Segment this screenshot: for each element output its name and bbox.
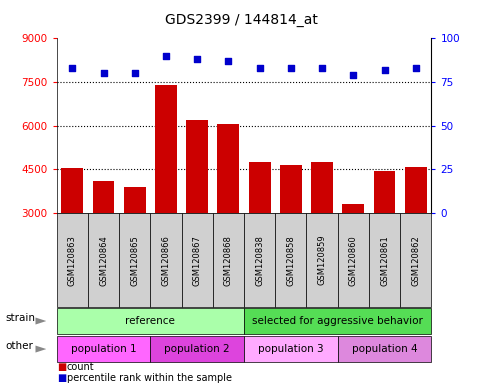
Bar <box>342 204 364 301</box>
Point <box>100 70 107 76</box>
Point <box>224 58 232 64</box>
Point <box>131 70 139 76</box>
Text: ■: ■ <box>57 373 66 383</box>
Point <box>350 72 357 78</box>
Bar <box>405 167 427 301</box>
Text: GSM120858: GSM120858 <box>286 235 295 286</box>
Bar <box>249 162 271 301</box>
Bar <box>311 162 333 301</box>
Text: percentile rank within the sample: percentile rank within the sample <box>67 373 232 383</box>
Text: selected for aggressive behavior: selected for aggressive behavior <box>252 316 423 326</box>
Text: GDS2399 / 144814_at: GDS2399 / 144814_at <box>165 13 318 27</box>
Point <box>256 65 264 71</box>
Point <box>287 65 295 71</box>
Text: GSM120868: GSM120868 <box>224 235 233 286</box>
Text: ■: ■ <box>57 362 66 372</box>
Text: population 4: population 4 <box>352 344 418 354</box>
Text: population 2: population 2 <box>164 344 230 354</box>
Text: GSM120863: GSM120863 <box>68 235 77 286</box>
Bar <box>155 85 177 301</box>
Polygon shape <box>35 318 46 324</box>
Text: GSM120838: GSM120838 <box>255 235 264 286</box>
Text: strain: strain <box>5 313 35 323</box>
Text: GSM120860: GSM120860 <box>349 235 358 286</box>
Bar <box>186 120 208 301</box>
Text: count: count <box>67 362 94 372</box>
Text: GSM120866: GSM120866 <box>162 235 171 286</box>
Bar <box>374 171 395 301</box>
Text: population 3: population 3 <box>258 344 324 354</box>
Bar <box>124 187 145 301</box>
Point <box>412 65 420 71</box>
Point <box>381 67 388 73</box>
Point <box>318 65 326 71</box>
Polygon shape <box>35 346 46 353</box>
Text: GSM120861: GSM120861 <box>380 235 389 286</box>
Text: GSM120867: GSM120867 <box>193 235 202 286</box>
Text: GSM120862: GSM120862 <box>411 235 420 286</box>
Bar <box>217 124 240 301</box>
Text: GSM120864: GSM120864 <box>99 235 108 286</box>
Point <box>162 53 170 59</box>
Bar <box>61 168 83 301</box>
Point <box>193 56 201 63</box>
Point <box>69 65 76 71</box>
Text: population 1: population 1 <box>70 344 137 354</box>
Text: GSM120859: GSM120859 <box>317 235 326 285</box>
Bar <box>93 181 114 301</box>
Text: reference: reference <box>125 316 176 326</box>
Bar <box>280 165 302 301</box>
Text: GSM120865: GSM120865 <box>130 235 139 286</box>
Text: other: other <box>5 341 33 351</box>
